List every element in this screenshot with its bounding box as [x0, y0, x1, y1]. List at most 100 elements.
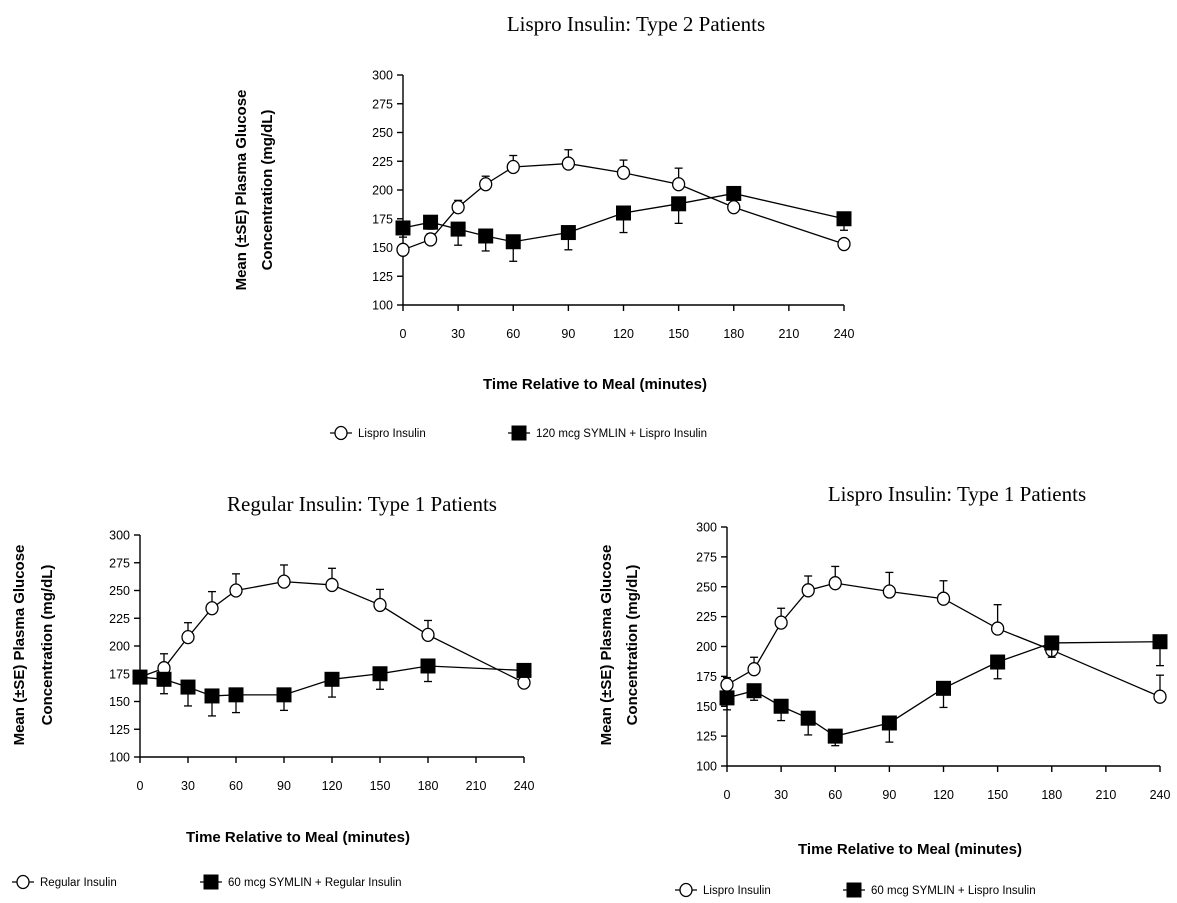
- open-marker: [671, 177, 686, 192]
- filled-square-marker: [156, 671, 172, 687]
- y-axis-title-line2: Concentration (mg/dL): [39, 565, 56, 726]
- open-marker: [774, 615, 788, 630]
- open-marker: [727, 200, 741, 215]
- series-2: [719, 634, 1168, 747]
- x-tick-label: 240: [834, 327, 855, 341]
- open-marker: [517, 675, 531, 690]
- legend-marker: [846, 882, 862, 898]
- y-tick-label: 225: [109, 612, 130, 626]
- series-line: [402, 162, 845, 251]
- series-line: [139, 580, 525, 684]
- legend-entry-2: 120 mcg SYMLIN + Lispro Insulin: [508, 425, 707, 441]
- series-line: [402, 192, 845, 243]
- x-tick-label: 0: [724, 788, 731, 802]
- filled-square-marker: [228, 687, 244, 703]
- y-tick-label: 100: [109, 751, 130, 765]
- x-tick-label: 30: [451, 327, 465, 341]
- filled-square-marker: [395, 220, 411, 236]
- y-tick-label: 250: [372, 126, 393, 140]
- filled-square-marker: [746, 683, 762, 699]
- filled-square-marker: [827, 728, 843, 744]
- x-axis-title: Time Relative to Meal (minutes): [483, 376, 707, 393]
- series-line: [726, 641, 1161, 737]
- filled-square-marker: [420, 658, 436, 674]
- y-tick-label: 175: [372, 212, 393, 226]
- legend-entry-1: Regular Insulin: [12, 874, 117, 890]
- open-marker: [1153, 689, 1167, 704]
- filled-square-marker: [324, 671, 340, 687]
- x-axis-title: Time Relative to Meal (minutes): [798, 841, 1022, 858]
- y-axis-title-line2: Concentration (mg/dL): [624, 565, 641, 726]
- open-marker: [561, 156, 576, 171]
- series-2: [132, 658, 532, 717]
- chart-panel-3: Lispro Insulin: Type 1 Patients 100 125 150…: [598, 482, 1171, 898]
- filled-square-marker: [132, 669, 148, 685]
- open-marker: [277, 574, 291, 589]
- y-tick-label: 250: [109, 584, 130, 598]
- y-tick-label: 225: [372, 155, 393, 169]
- chart-panel-1: Lispro Insulin: Type 2 Patients 100 125 150…: [233, 12, 855, 441]
- x-tick-label: 240: [1150, 788, 1171, 802]
- legend-label: 60 mcg SYMLIN + Regular Insulin: [228, 877, 402, 889]
- y-axis-title-line2: Concentration (mg/dL): [259, 110, 276, 271]
- filled-square-marker: [1044, 635, 1060, 651]
- filled-square-marker: [719, 690, 735, 706]
- y-tick-label: 125: [372, 270, 393, 284]
- filled-square-marker: [180, 679, 196, 695]
- y-axis-title-line1: Mean (±SE) Plasma Glucose: [233, 90, 250, 291]
- x-tick-label: 120: [322, 779, 343, 793]
- series-2: [395, 185, 852, 262]
- filled-square-marker: [671, 196, 687, 212]
- open-marker: [936, 591, 951, 606]
- x-tick-label: 60: [828, 788, 842, 802]
- open-marker: [451, 200, 465, 215]
- open-marker: [479, 177, 493, 192]
- y-tick-label: 150: [696, 700, 717, 714]
- open-marker: [837, 236, 851, 252]
- filled-square-marker: [616, 205, 631, 221]
- open-marker: [720, 677, 734, 692]
- series-1: [720, 565, 1167, 704]
- open-marker: [747, 662, 761, 677]
- y-tick-label: 175: [109, 667, 130, 681]
- series-1: [396, 149, 851, 257]
- open-marker: [421, 627, 435, 643]
- y-tick-label: 250: [696, 580, 717, 594]
- open-marker: [373, 597, 387, 613]
- filled-square-marker: [936, 680, 951, 696]
- filled-square-marker: [276, 687, 292, 703]
- open-marker: [801, 583, 815, 598]
- y-tick-label: 200: [372, 184, 393, 198]
- open-marker: [325, 577, 339, 593]
- y-tick-label: 175: [696, 670, 717, 684]
- open-marker: [616, 165, 631, 180]
- x-tick-label: 90: [277, 779, 291, 793]
- open-marker: [506, 159, 520, 175]
- legend-marker: [203, 874, 219, 890]
- legend-marker: [16, 874, 30, 890]
- legend-entry-2: 60 mcg SYMLIN + Regular Insulin: [200, 874, 402, 890]
- y-tick-label: 100: [696, 760, 717, 774]
- filled-square-marker: [450, 221, 466, 237]
- y-tick-label: 300: [372, 69, 393, 83]
- x-tick-label: 90: [882, 788, 896, 802]
- x-tick-label: 240: [514, 779, 535, 793]
- legend-label: Lispro Insulin: [358, 428, 426, 440]
- chart-panel-2: Regular Insulin: Type 1 Patients 100 125 15…: [11, 492, 535, 890]
- y-tick-label: 150: [372, 241, 393, 255]
- y-tick-label: 225: [696, 610, 717, 624]
- legend-label: Regular Insulin: [40, 877, 117, 889]
- x-tick-label: 0: [400, 327, 407, 341]
- x-tick-label: 150: [668, 327, 689, 341]
- y-tick-label: 150: [109, 695, 130, 709]
- x-tick-label: 210: [778, 327, 799, 341]
- filled-square-marker: [836, 211, 852, 227]
- open-marker: [205, 601, 219, 616]
- y-tick-label: 275: [372, 97, 393, 111]
- legend-entry-1: Lispro Insulin: [330, 425, 426, 441]
- open-marker: [229, 583, 243, 598]
- legend-label: 120 mcg SYMLIN + Lispro Insulin: [536, 428, 707, 440]
- y-tick-label: 125: [109, 723, 130, 737]
- legend-label: 60 mcg SYMLIN + Lispro Insulin: [871, 885, 1036, 897]
